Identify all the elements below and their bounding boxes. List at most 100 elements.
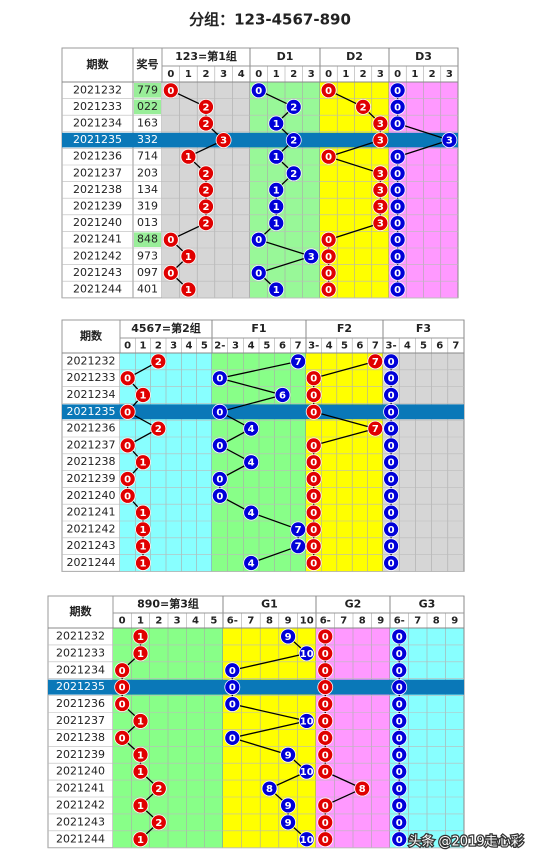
trend-ball — [383, 403, 400, 420]
trend-ball — [391, 763, 408, 780]
period: 2021242 — [73, 249, 122, 262]
column-header: 4 — [404, 341, 411, 352]
trend-ball — [389, 215, 406, 232]
trend-ball — [119, 487, 136, 504]
ball-label: 0 — [396, 750, 403, 761]
header-period: 期数 — [80, 329, 103, 343]
ball-label: 2 — [203, 119, 210, 130]
ball-label: 1 — [140, 508, 147, 519]
column-header: 6 — [356, 341, 363, 352]
trend-ball — [180, 281, 197, 298]
ball-label: 1 — [140, 458, 147, 469]
trend-ball — [114, 662, 131, 679]
trend-ball — [383, 370, 400, 387]
trend-ball — [224, 662, 241, 679]
trend-ball — [383, 454, 400, 471]
group-header: 123=第1组 — [175, 49, 237, 63]
ball-label: 9 — [285, 632, 292, 643]
trend-ball — [280, 797, 297, 814]
page-title: 分组：123-4567-890 — [189, 11, 351, 29]
trend-ball — [180, 248, 197, 265]
ball-label: 0 — [388, 458, 395, 469]
trend-ball — [132, 797, 149, 814]
trend-ball — [305, 521, 322, 538]
ball-label: 0 — [388, 441, 395, 452]
ball-label: 1 — [273, 202, 280, 213]
trend-ball — [389, 231, 406, 248]
ball-label: 0 — [255, 86, 262, 97]
draw-number: 714 — [137, 150, 158, 163]
ball-label: 0 — [325, 86, 332, 97]
trend-ball — [389, 82, 406, 99]
trend-ball — [383, 538, 400, 555]
trend-ball — [298, 645, 315, 662]
ball-label: 0 — [396, 767, 403, 778]
column-header: 4 — [238, 69, 245, 80]
trend-ball — [391, 797, 408, 814]
trend-ball — [150, 420, 167, 437]
trend-ball — [383, 521, 400, 538]
period: 2021241 — [67, 506, 116, 519]
trend-ball — [198, 215, 214, 232]
trend-ball — [305, 370, 322, 387]
ball-label: 8 — [266, 784, 273, 795]
column-header: 9 — [451, 616, 458, 627]
ball-label: 2 — [290, 136, 297, 147]
ball-label: 9 — [285, 750, 292, 761]
column-header: 2- — [214, 341, 225, 352]
column-header: 3 — [446, 69, 453, 80]
trend-ball — [119, 370, 136, 387]
ball-label: 2 — [290, 102, 297, 113]
draw-number: 163 — [137, 117, 158, 130]
trend-ball — [391, 696, 408, 712]
trend-ball — [320, 148, 337, 165]
trend-ball — [285, 165, 302, 182]
ball-label: 2 — [203, 169, 210, 180]
draw-number: 134 — [137, 183, 158, 196]
trend-ball — [317, 729, 334, 746]
trend-ball — [305, 454, 322, 471]
draw-number: 097 — [137, 266, 158, 279]
ball-label: 0 — [322, 632, 329, 643]
group-header: F1 — [251, 322, 266, 335]
trend-ball — [211, 487, 228, 504]
header-period: 期数 — [87, 57, 110, 71]
ball-label: 0 — [394, 202, 401, 213]
ball-label: 3 — [220, 136, 227, 147]
ball-label: 0 — [310, 374, 317, 385]
trend-ball — [389, 165, 406, 182]
ball-label: 1 — [137, 750, 144, 761]
column-header: 0 — [394, 69, 401, 80]
trend-ball — [383, 471, 400, 487]
column-header: 7 — [247, 616, 254, 627]
ball-label: 1 — [137, 801, 144, 812]
trend-ball — [198, 99, 214, 115]
ball-label: 0 — [119, 733, 126, 744]
ball-label: 6 — [279, 391, 286, 402]
ball-label: 2 — [155, 357, 162, 368]
ball-label: 0 — [124, 407, 131, 418]
period: 2021233 — [73, 100, 122, 113]
group-header: 4567=第2组 — [131, 321, 201, 335]
trend-ball — [391, 780, 408, 797]
group-header: D2 — [346, 50, 363, 63]
group-header: F3 — [416, 322, 431, 335]
ball-label: 0 — [216, 441, 223, 452]
ball-label: 0 — [310, 559, 317, 570]
ball-label: 0 — [388, 357, 395, 368]
trend-ball — [180, 148, 197, 165]
ball-label: 0 — [396, 784, 403, 795]
column-header: 7 — [452, 341, 459, 352]
watermark: 头条 @2019走心彩 — [408, 834, 523, 850]
column-header: 1 — [137, 616, 144, 627]
trend-ball — [135, 454, 151, 471]
trend-ball — [135, 387, 151, 403]
ball-label: 0 — [255, 268, 262, 279]
trend-ball — [389, 248, 406, 265]
trend-ball — [150, 780, 167, 797]
trend-ball — [114, 729, 131, 746]
trend-ball — [298, 713, 315, 729]
trend-ball — [198, 115, 214, 132]
trend-ball — [243, 555, 260, 571]
